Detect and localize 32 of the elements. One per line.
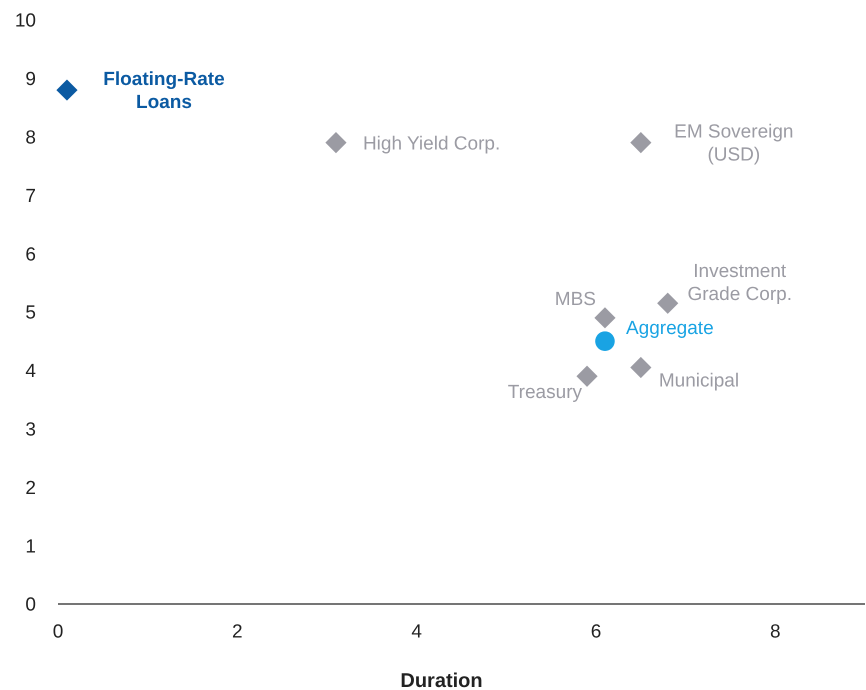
- y-tick-label: 3: [25, 419, 36, 440]
- point: [325, 132, 347, 154]
- y-tick-label: 5: [25, 302, 36, 324]
- series-label: MBS: [554, 288, 596, 310]
- series-label: Aggregate: [626, 318, 714, 340]
- y-tick-label: 0: [25, 594, 36, 616]
- series-label: EM Sovereign (USD): [674, 122, 794, 166]
- x-tick-label: 6: [590, 621, 602, 642]
- y-tick-label: 6: [25, 244, 36, 266]
- point: [56, 79, 78, 101]
- y-tick-label: 10: [14, 10, 36, 32]
- x-tick-label: 4: [411, 621, 422, 642]
- y-tick-label: 9: [25, 69, 36, 90]
- y-tick-label: 8: [25, 127, 36, 148]
- x-axis-title: Duration: [400, 670, 483, 690]
- series-label: Floating-Rate Loans: [103, 69, 225, 114]
- point: [595, 331, 615, 351]
- point: [630, 356, 652, 378]
- x-tick-label: 2: [232, 621, 243, 642]
- point: [657, 292, 678, 314]
- x-tick-label: 0: [52, 621, 64, 642]
- point: [594, 307, 616, 328]
- point: [630, 132, 652, 154]
- y-tick-label: 2: [25, 478, 36, 499]
- series-label: High Yield Corp.: [362, 134, 500, 155]
- y-tick-label: 1: [25, 536, 36, 558]
- series-label: Treasury: [508, 382, 583, 404]
- x-tick-label: 8: [770, 621, 781, 642]
- series-label: Municipal: [658, 370, 740, 392]
- y-tick-label: 4: [25, 361, 36, 382]
- y-tick-label: 7: [25, 186, 36, 207]
- series-label: Investment Grade Corp.: [687, 261, 792, 306]
